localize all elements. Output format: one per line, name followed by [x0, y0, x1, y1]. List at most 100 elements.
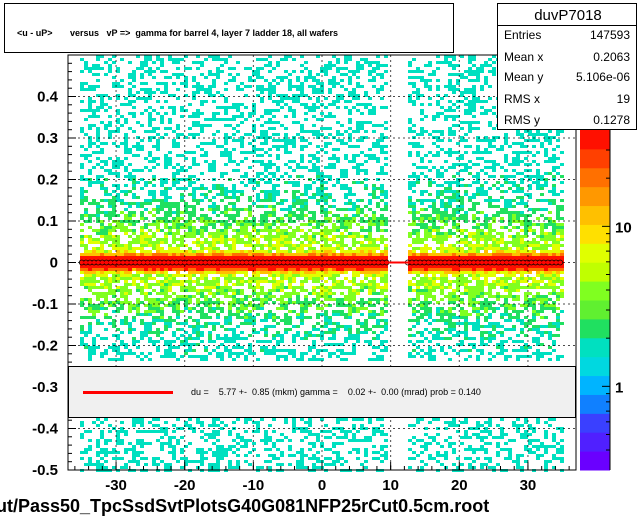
heatmap-cell	[180, 466, 184, 469]
heatmap-cell	[248, 133, 252, 136]
heatmap-cell	[96, 79, 100, 82]
heatmap-cell	[272, 442, 276, 445]
heatmap-cell	[104, 328, 108, 331]
heatmap-cell	[348, 352, 352, 355]
heatmap-cell	[408, 283, 412, 286]
heatmap-cell	[312, 196, 316, 199]
heatmap-cell	[272, 187, 276, 190]
heatmap-cell	[264, 211, 268, 214]
heatmap-cell	[208, 259, 212, 262]
heatmap-cell	[412, 238, 416, 241]
heatmap-cell	[340, 280, 344, 283]
heatmap-cell	[228, 274, 232, 277]
heatmap-cell	[264, 436, 268, 439]
heatmap-cell	[128, 322, 132, 325]
heatmap-cell	[156, 88, 160, 91]
heatmap-cell	[312, 343, 316, 346]
heatmap-cell	[268, 325, 272, 328]
heatmap-cell	[320, 181, 324, 184]
heatmap-cell	[248, 235, 252, 238]
heatmap-cell	[232, 67, 236, 70]
heatmap-cell	[120, 307, 124, 310]
heatmap-cell	[308, 70, 312, 73]
heatmap-cell	[176, 133, 180, 136]
heatmap-cell	[344, 256, 348, 259]
heatmap-cell	[204, 217, 208, 220]
heatmap-cell	[120, 274, 124, 277]
heatmap-cell	[368, 316, 372, 319]
heatmap-cell	[360, 217, 364, 220]
heatmap-cell	[272, 88, 276, 91]
heatmap-cell	[336, 214, 340, 217]
heatmap-cell	[224, 88, 228, 91]
heatmap-cell	[200, 424, 204, 427]
heatmap-cell	[284, 253, 288, 256]
heatmap-cell	[252, 271, 256, 274]
heatmap-cell	[236, 211, 240, 214]
heatmap-cell	[192, 319, 196, 322]
heatmap-cell	[128, 217, 132, 220]
heatmap-cell	[80, 343, 84, 346]
heatmap-cell	[188, 184, 192, 187]
heatmap-cell	[200, 325, 204, 328]
heatmap-cell	[172, 301, 176, 304]
heatmap-cell	[160, 319, 164, 322]
heatmap-cell	[264, 166, 268, 169]
heatmap-cell	[92, 304, 96, 307]
heatmap-cell	[204, 154, 208, 157]
heatmap-cell	[436, 268, 440, 271]
heatmap-cell	[380, 277, 384, 280]
heatmap-cell	[204, 187, 208, 190]
heatmap-cell	[220, 241, 224, 244]
heatmap-cell	[132, 73, 136, 76]
heatmap-cell	[144, 241, 148, 244]
heatmap-cell	[272, 238, 276, 241]
heatmap-cell	[412, 265, 416, 268]
heatmap-cell	[380, 85, 384, 88]
heatmap-cell	[332, 442, 336, 445]
heatmap-cell	[188, 214, 192, 217]
heatmap-cell	[264, 319, 268, 322]
heatmap-cell	[312, 76, 316, 79]
heatmap-cell	[216, 130, 220, 133]
heatmap-cell	[208, 310, 212, 313]
heatmap-cell	[120, 352, 124, 355]
heatmap-cell	[424, 64, 428, 67]
heatmap-cell	[244, 67, 248, 70]
heatmap-cell	[240, 316, 244, 319]
heatmap-cell	[108, 64, 112, 67]
heatmap-cell	[300, 304, 304, 307]
heatmap-cell	[164, 256, 168, 259]
heatmap-cell	[356, 211, 360, 214]
heatmap-cell	[364, 265, 368, 268]
heatmap-cell	[380, 313, 384, 316]
heatmap-cell	[300, 145, 304, 148]
heatmap-cell	[272, 289, 276, 292]
heatmap-cell	[328, 250, 332, 253]
heatmap-cell	[300, 286, 304, 289]
heatmap-cell	[412, 268, 416, 271]
heatmap-cell	[320, 277, 324, 280]
heatmap-cell	[340, 223, 344, 226]
heatmap-cell	[260, 148, 264, 151]
heatmap-cell	[196, 310, 200, 313]
heatmap-cell	[188, 355, 192, 358]
heatmap-cell	[220, 145, 224, 148]
heatmap-cell	[332, 199, 336, 202]
heatmap-cell	[212, 160, 216, 163]
heatmap-cell	[224, 97, 228, 100]
heatmap-cell	[156, 283, 160, 286]
heatmap-cell	[228, 223, 232, 226]
heatmap-cell	[140, 97, 144, 100]
heatmap-cell	[372, 271, 376, 274]
heatmap-cell	[364, 172, 368, 175]
heatmap-cell	[136, 277, 140, 280]
heatmap-cell	[360, 235, 364, 238]
heatmap-cell	[244, 106, 248, 109]
heatmap-cell	[196, 121, 200, 124]
heatmap-cell	[80, 421, 84, 424]
heatmap-cell	[172, 238, 176, 241]
heatmap-cell	[104, 442, 108, 445]
heatmap-cell	[276, 355, 280, 358]
heatmap-cell	[152, 199, 156, 202]
